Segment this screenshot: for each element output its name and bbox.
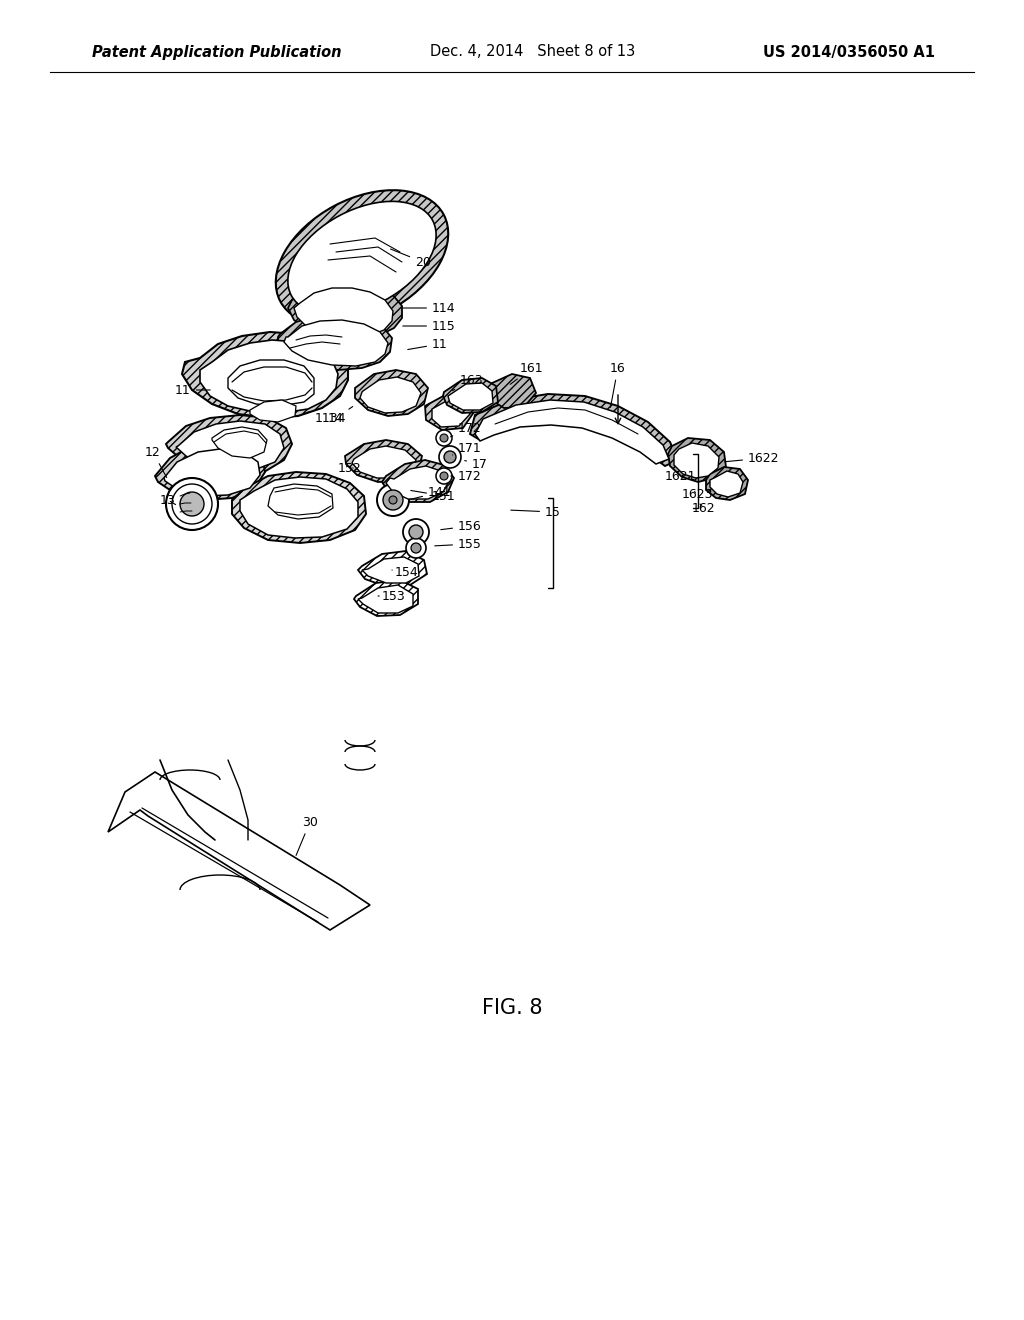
Polygon shape xyxy=(278,315,392,370)
Ellipse shape xyxy=(288,202,436,314)
Circle shape xyxy=(409,525,423,539)
Polygon shape xyxy=(352,446,416,478)
Text: 161: 161 xyxy=(510,362,544,384)
Text: 1622: 1622 xyxy=(725,451,779,465)
Polygon shape xyxy=(345,440,422,482)
Circle shape xyxy=(444,451,456,463)
Polygon shape xyxy=(490,374,536,408)
Polygon shape xyxy=(360,378,421,413)
Circle shape xyxy=(180,492,204,516)
Polygon shape xyxy=(355,370,428,416)
Polygon shape xyxy=(212,426,267,458)
Text: Patent Application Publication: Patent Application Publication xyxy=(92,45,341,59)
Polygon shape xyxy=(268,484,333,519)
Circle shape xyxy=(440,473,449,480)
Polygon shape xyxy=(155,442,265,500)
Polygon shape xyxy=(164,449,260,496)
Circle shape xyxy=(383,490,403,510)
Text: 115: 115 xyxy=(402,319,456,333)
Polygon shape xyxy=(425,393,474,430)
Circle shape xyxy=(406,539,426,558)
Text: 163: 163 xyxy=(453,374,483,391)
Polygon shape xyxy=(475,400,669,465)
Text: 155: 155 xyxy=(435,537,482,550)
Text: 30: 30 xyxy=(296,816,317,855)
Polygon shape xyxy=(358,550,427,587)
Ellipse shape xyxy=(275,190,449,326)
Text: 11: 11 xyxy=(408,338,447,351)
Polygon shape xyxy=(710,471,743,498)
Polygon shape xyxy=(362,557,419,583)
Polygon shape xyxy=(432,399,470,426)
Text: US 2014/0356050 A1: US 2014/0356050 A1 xyxy=(763,45,935,59)
Polygon shape xyxy=(284,319,388,366)
Polygon shape xyxy=(470,393,678,466)
Text: 172: 172 xyxy=(451,470,481,483)
Circle shape xyxy=(439,446,461,469)
Text: 1623: 1623 xyxy=(682,487,714,500)
Text: 156: 156 xyxy=(440,520,481,532)
Polygon shape xyxy=(176,421,284,471)
Circle shape xyxy=(166,478,218,531)
Text: 154: 154 xyxy=(392,565,419,578)
Text: 171: 171 xyxy=(453,441,481,455)
Text: 172: 172 xyxy=(451,421,481,437)
Text: 1621: 1621 xyxy=(665,470,696,483)
Text: 162: 162 xyxy=(692,502,716,515)
Polygon shape xyxy=(108,772,370,931)
Text: 151: 151 xyxy=(411,490,456,503)
Circle shape xyxy=(436,469,452,484)
Text: 14: 14 xyxy=(328,407,352,425)
Circle shape xyxy=(440,434,449,442)
Text: 20: 20 xyxy=(390,249,431,268)
Polygon shape xyxy=(182,333,348,418)
Polygon shape xyxy=(668,438,726,482)
Text: 114: 114 xyxy=(402,301,456,314)
Text: Dec. 4, 2014   Sheet 8 of 13: Dec. 4, 2014 Sheet 8 of 13 xyxy=(430,45,635,59)
Text: 141: 141 xyxy=(411,486,452,499)
Text: 17: 17 xyxy=(465,458,487,470)
Polygon shape xyxy=(250,400,296,422)
Polygon shape xyxy=(354,579,418,616)
Circle shape xyxy=(377,484,409,516)
Circle shape xyxy=(389,496,397,504)
Text: 11: 11 xyxy=(175,384,210,396)
Polygon shape xyxy=(443,378,498,413)
Polygon shape xyxy=(166,414,292,477)
Polygon shape xyxy=(386,466,449,499)
Circle shape xyxy=(436,430,452,446)
Polygon shape xyxy=(240,477,358,539)
Text: 12: 12 xyxy=(145,446,167,478)
Text: 16: 16 xyxy=(610,362,626,408)
Polygon shape xyxy=(449,383,493,411)
Polygon shape xyxy=(232,473,366,543)
Polygon shape xyxy=(382,459,454,502)
Circle shape xyxy=(172,484,212,524)
Text: 153: 153 xyxy=(378,590,406,602)
Polygon shape xyxy=(674,444,719,478)
Polygon shape xyxy=(358,585,413,612)
Text: 15: 15 xyxy=(511,506,561,519)
Text: FIG. 8: FIG. 8 xyxy=(481,998,543,1018)
Text: 152: 152 xyxy=(338,462,361,474)
Polygon shape xyxy=(288,282,402,341)
Text: 1134: 1134 xyxy=(308,412,346,425)
Polygon shape xyxy=(200,341,338,413)
Text: 13: 13 xyxy=(160,494,176,507)
Circle shape xyxy=(411,543,421,553)
Polygon shape xyxy=(706,467,748,500)
Polygon shape xyxy=(294,288,393,337)
Circle shape xyxy=(403,519,429,545)
Polygon shape xyxy=(228,360,314,407)
